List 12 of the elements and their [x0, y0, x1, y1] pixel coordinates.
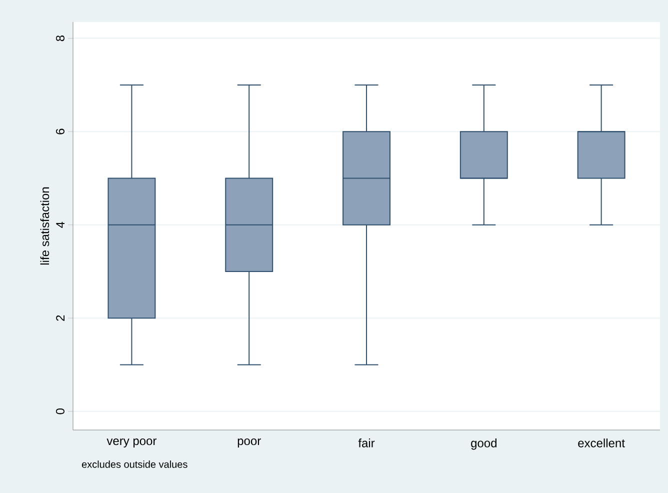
- y-axis-title: life satisfaction: [40, 187, 50, 265]
- y-tick-label: 4: [56, 222, 64, 228]
- x-tick-label: very poor: [106, 438, 156, 448]
- y-tick-label: 6: [56, 128, 64, 134]
- text: excludes outside values: [82, 460, 188, 468]
- y-tick-label: 2: [56, 315, 64, 321]
- y-tick-label: 8: [56, 36, 64, 42]
- x-tick-label: excellent: [578, 438, 625, 448]
- x-tick-label: poor: [238, 438, 261, 448]
- y-tick-label: 0: [56, 408, 64, 414]
- x-tick-label: fair: [358, 438, 375, 448]
- x-tick-label: good: [471, 438, 496, 450]
